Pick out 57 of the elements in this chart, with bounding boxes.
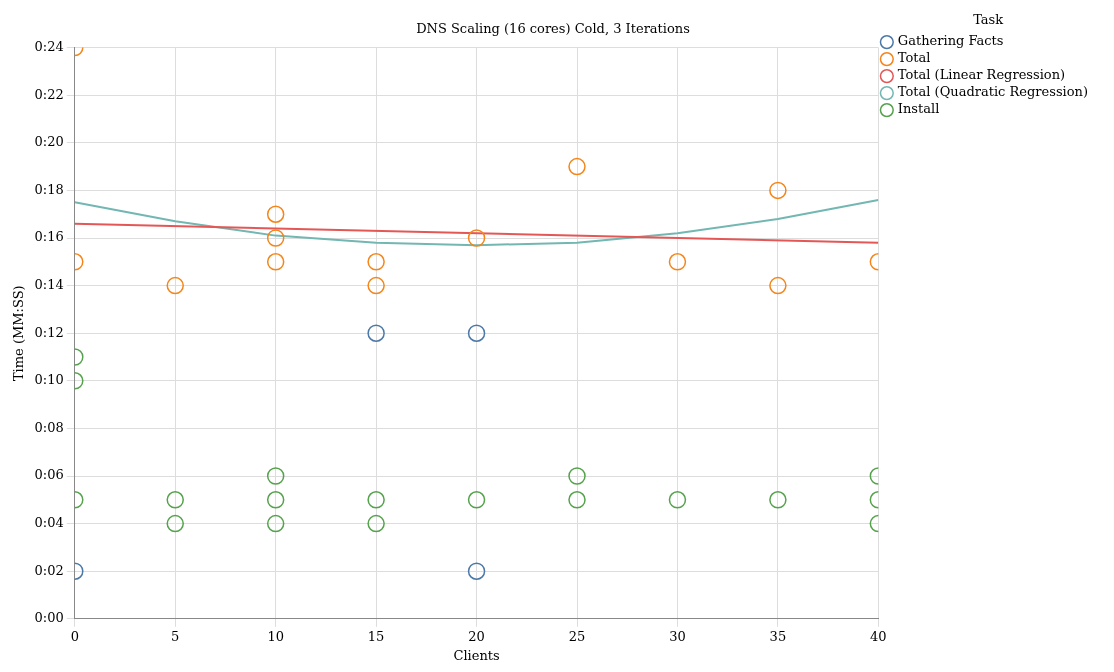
point: [568, 491, 586, 509]
point: [367, 276, 385, 295]
x-tick-label: 35: [769, 628, 787, 644]
chart-title: DNS Scaling (16 cores) Cold, 3 Iterations: [416, 21, 690, 37]
x-tick-label: 15: [367, 628, 385, 644]
point: [467, 324, 486, 342]
legend-label: Install: [897, 101, 940, 117]
y-tick-label: 0:04: [34, 514, 64, 530]
point: [367, 491, 385, 509]
y-tick-label: 0:14: [34, 276, 64, 292]
point: [367, 253, 385, 271]
point: [266, 467, 285, 485]
point: [166, 491, 184, 509]
x-tick-label: 25: [568, 628, 586, 644]
legend-label: Gathering Facts: [897, 33, 1004, 49]
point: [568, 467, 586, 485]
x-axis-title: Clients: [453, 647, 500, 663]
point: [467, 229, 486, 247]
x-tick-label: 40: [870, 628, 887, 644]
x-tick-label: 20: [468, 628, 485, 644]
x-tick-label: 10: [267, 628, 284, 644]
legend-label: Total: [897, 50, 931, 66]
point: [266, 253, 285, 271]
y-tick-label: 0:18: [34, 181, 64, 197]
y-tick-label: 0:10: [34, 372, 64, 388]
legend-label: Total (Quadratic Regression): [897, 84, 1088, 100]
point: [668, 253, 687, 271]
point: [166, 514, 184, 533]
point: [266, 491, 285, 509]
point: [266, 229, 285, 247]
point: [266, 514, 285, 533]
point: [367, 514, 385, 533]
x-tick-label: 0: [70, 628, 79, 644]
point: [769, 276, 787, 295]
point: [769, 181, 787, 200]
point: [166, 276, 184, 295]
x-tick-label: 30: [669, 628, 686, 644]
point: [467, 562, 486, 580]
legend-label: Total (Linear Regression): [897, 67, 1066, 83]
point: [568, 157, 586, 176]
x-tick-label: 5: [171, 628, 180, 644]
y-tick-label: 0:24: [34, 38, 64, 54]
y-tick-label: 0:12: [34, 324, 64, 340]
y-tick-label: 0:08: [34, 419, 64, 435]
legend-title: Task: [973, 11, 1004, 27]
y-tick-label: 0:16: [34, 229, 64, 245]
point: [266, 205, 285, 223]
point: [668, 491, 687, 509]
y-tick-label: 0:22: [34, 86, 64, 102]
y-tick-label: 0:00: [34, 610, 64, 626]
point: [367, 324, 385, 342]
y-tick-label: 0:02: [34, 562, 64, 578]
y-tick-label: 0:20: [34, 134, 64, 150]
y-axis-title: Time (MM:SS): [11, 285, 27, 382]
point: [467, 491, 486, 509]
y-tick-label: 0:06: [34, 467, 64, 483]
point: [769, 491, 787, 509]
